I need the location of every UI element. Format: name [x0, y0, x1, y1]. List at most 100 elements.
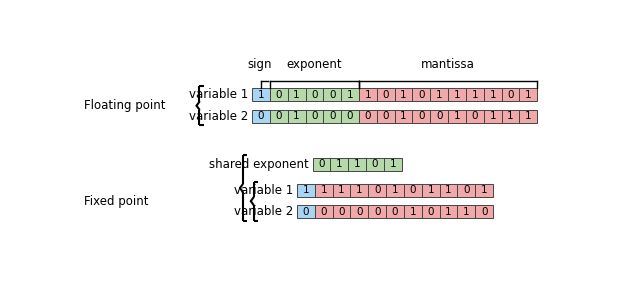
Bar	[448, 88, 466, 101]
Bar	[476, 184, 493, 197]
Bar	[305, 110, 323, 123]
Bar	[252, 88, 270, 101]
Text: 1: 1	[481, 185, 488, 195]
Bar	[366, 158, 384, 171]
Bar	[466, 88, 484, 101]
Text: 1: 1	[339, 185, 345, 195]
Text: 1: 1	[392, 185, 398, 195]
Bar	[484, 110, 502, 123]
Bar	[466, 110, 484, 123]
Text: shared exponent: shared exponent	[209, 158, 308, 171]
Text: 0: 0	[481, 207, 488, 217]
Text: 1: 1	[445, 207, 452, 217]
Bar	[315, 205, 333, 218]
Bar	[305, 88, 323, 101]
Text: 0: 0	[365, 111, 371, 121]
Text: 0: 0	[463, 185, 470, 195]
Bar	[377, 88, 395, 101]
Bar	[312, 158, 330, 171]
Bar	[359, 110, 377, 123]
Text: 0: 0	[374, 185, 380, 195]
Bar	[502, 110, 520, 123]
Text: 1: 1	[490, 111, 496, 121]
Text: 1: 1	[321, 185, 327, 195]
Text: 1: 1	[258, 90, 264, 100]
Text: 0: 0	[276, 111, 282, 121]
Text: 0: 0	[311, 111, 317, 121]
Bar	[484, 88, 502, 101]
Text: 0: 0	[428, 207, 434, 217]
Text: 1: 1	[365, 90, 371, 100]
Bar	[520, 110, 537, 123]
Bar	[333, 205, 351, 218]
Text: 1: 1	[293, 111, 300, 121]
Text: 0: 0	[472, 111, 478, 121]
Text: 1: 1	[525, 90, 532, 100]
Text: 0: 0	[329, 111, 335, 121]
Text: exponent: exponent	[287, 58, 342, 71]
Text: 1: 1	[490, 90, 496, 100]
Bar	[368, 205, 386, 218]
Bar	[404, 205, 422, 218]
Text: 0: 0	[410, 185, 416, 195]
Bar	[386, 205, 404, 218]
Text: 1: 1	[354, 159, 360, 169]
Bar	[395, 110, 412, 123]
Bar	[348, 158, 366, 171]
Bar	[341, 88, 359, 101]
Bar	[412, 110, 430, 123]
Text: 1: 1	[356, 185, 363, 195]
Text: 0: 0	[418, 90, 424, 100]
Text: 1: 1	[472, 90, 478, 100]
Text: 0: 0	[418, 111, 424, 121]
Text: Fixed point: Fixed point	[84, 195, 148, 208]
Bar	[288, 110, 305, 123]
Text: 1: 1	[389, 159, 396, 169]
Text: variable 2: variable 2	[234, 205, 293, 218]
Text: 0: 0	[347, 111, 353, 121]
Text: 0: 0	[372, 159, 378, 169]
Bar	[520, 88, 537, 101]
Bar	[323, 88, 341, 101]
Bar	[359, 88, 377, 101]
Text: 1: 1	[463, 207, 470, 217]
Text: 0: 0	[276, 90, 282, 100]
Bar	[368, 184, 386, 197]
Bar	[384, 158, 402, 171]
Bar	[351, 184, 368, 197]
Text: 1: 1	[436, 90, 442, 100]
Text: 0: 0	[339, 207, 345, 217]
Text: 1: 1	[303, 185, 309, 195]
Bar	[351, 205, 368, 218]
Text: 1: 1	[347, 90, 353, 100]
Text: variable 2: variable 2	[189, 110, 248, 123]
Text: 0: 0	[318, 159, 324, 169]
Bar	[422, 184, 440, 197]
Text: 0: 0	[258, 111, 264, 121]
Text: 0: 0	[508, 90, 514, 100]
Text: 1: 1	[507, 111, 514, 121]
Bar	[333, 184, 351, 197]
Bar	[404, 184, 422, 197]
Text: sign: sign	[247, 58, 271, 71]
Bar	[297, 184, 315, 197]
Bar	[440, 184, 458, 197]
Bar	[430, 88, 448, 101]
Text: 0: 0	[383, 111, 389, 121]
Bar	[270, 88, 288, 101]
Bar	[458, 205, 476, 218]
Bar	[422, 205, 440, 218]
Text: 1: 1	[336, 159, 342, 169]
Bar	[297, 205, 315, 218]
Bar	[412, 88, 430, 101]
Bar	[502, 88, 520, 101]
Bar	[448, 110, 466, 123]
Text: variable 1: variable 1	[234, 184, 293, 197]
Text: 0: 0	[311, 90, 317, 100]
Text: 0: 0	[383, 90, 389, 100]
Bar	[395, 88, 412, 101]
Text: 1: 1	[400, 111, 407, 121]
Text: 0: 0	[356, 207, 363, 217]
Text: 0: 0	[321, 207, 327, 217]
Bar	[288, 88, 305, 101]
